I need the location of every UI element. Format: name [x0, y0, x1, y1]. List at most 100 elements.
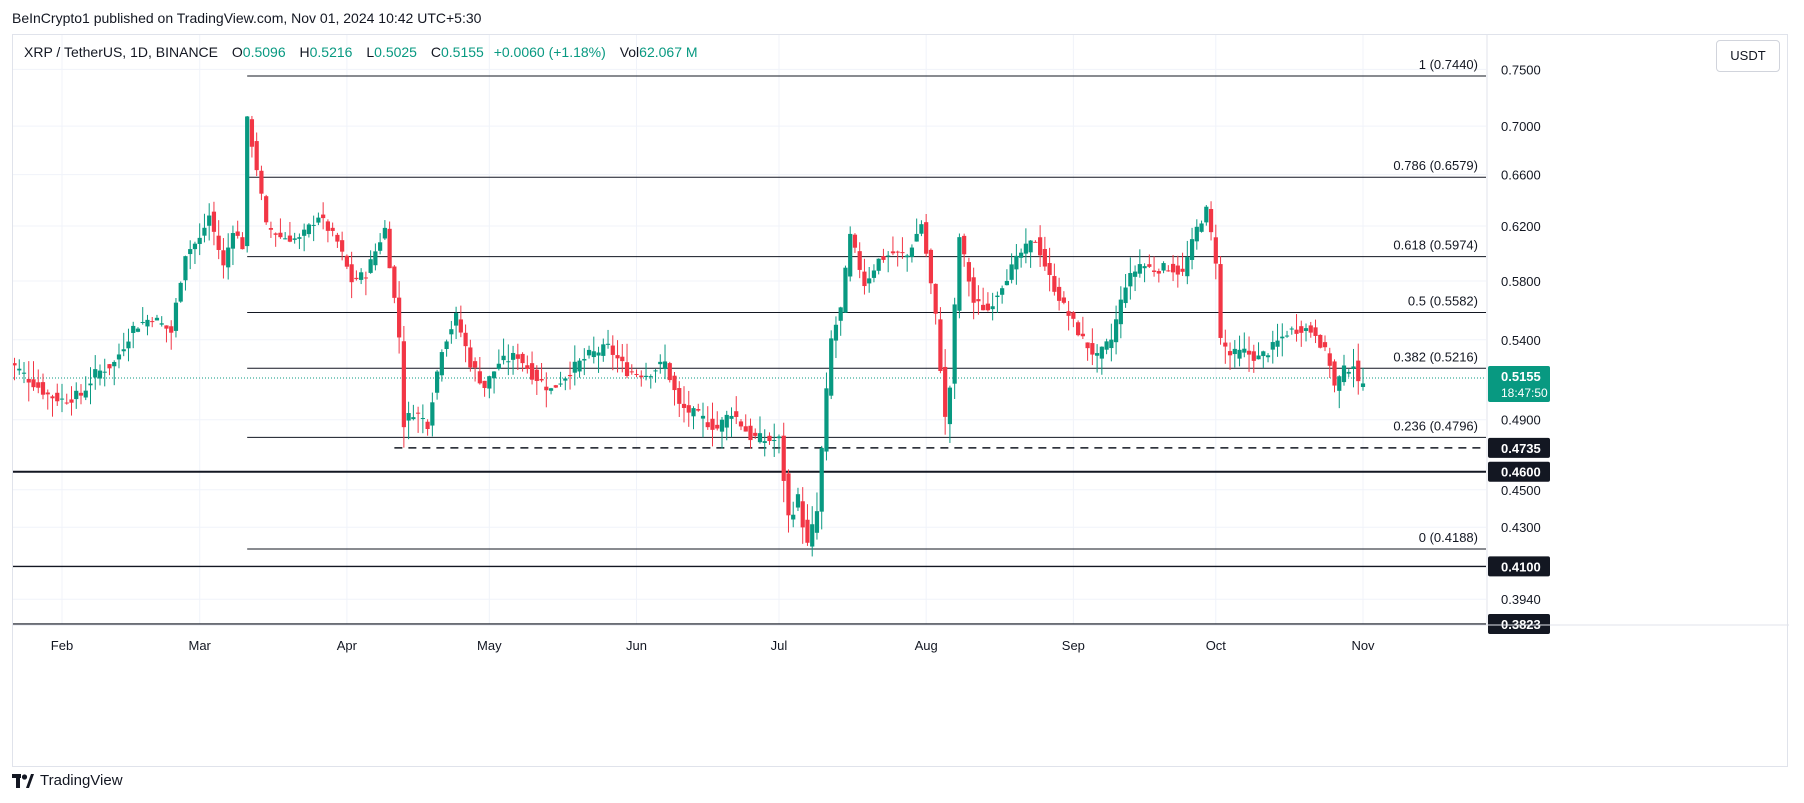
candle-body	[102, 371, 107, 373]
candle-body	[843, 267, 848, 313]
candle-body	[1038, 237, 1043, 256]
candle-body	[335, 234, 340, 242]
candle-body	[1242, 348, 1247, 353]
candle-body	[249, 119, 255, 147]
candle-body	[145, 319, 150, 327]
candle-body	[629, 371, 634, 373]
y-tick-label: 0.6600	[1501, 168, 1541, 183]
candle-body	[368, 259, 373, 273]
candle-body	[677, 388, 682, 404]
candle-body	[226, 247, 231, 268]
candle-body	[1099, 346, 1104, 359]
candle-body	[700, 415, 706, 419]
candle-body	[1071, 312, 1076, 319]
candle-body	[881, 256, 886, 260]
support-level-tag	[1488, 556, 1550, 577]
candle-body	[1109, 339, 1114, 349]
candle-body	[1000, 288, 1005, 295]
candle-body	[197, 237, 202, 244]
candle-body	[966, 262, 972, 282]
candle-body	[681, 403, 687, 408]
candle-body	[1118, 299, 1123, 325]
candle-body	[387, 228, 392, 269]
candle-body	[287, 235, 293, 242]
x-tick-label: Apr	[337, 638, 358, 653]
candle-body	[738, 421, 744, 427]
candle-body	[981, 304, 986, 311]
candle-body	[363, 277, 368, 279]
open-label: O	[231, 44, 243, 60]
candle-body	[340, 240, 345, 252]
candle-body	[539, 378, 544, 381]
candle-body	[183, 256, 188, 281]
candle-body	[169, 326, 174, 333]
candle-body	[1052, 276, 1057, 292]
candle-body	[1261, 351, 1266, 357]
candle-body	[487, 376, 492, 389]
candle-body	[50, 396, 55, 399]
candle-body	[188, 249, 193, 255]
candle-body	[411, 417, 416, 420]
current-price-tag	[1488, 365, 1550, 402]
candle-body	[112, 361, 117, 367]
candle-body	[686, 405, 691, 413]
high-label: H	[299, 44, 310, 60]
candle-body	[378, 242, 383, 251]
x-tick-label: Jun	[626, 638, 647, 653]
candle-body	[26, 378, 31, 383]
candle-body	[1047, 263, 1052, 275]
candle-body	[553, 385, 558, 388]
candle-body	[548, 388, 554, 391]
candle-body	[1033, 241, 1038, 243]
candle-body	[435, 371, 440, 393]
candle-body	[1308, 325, 1313, 333]
candle-body	[810, 524, 815, 547]
candle-body	[59, 398, 65, 400]
candle-body	[449, 329, 454, 335]
candle-body	[506, 361, 511, 363]
low-label: L	[366, 44, 375, 60]
candle-body	[662, 361, 668, 370]
candle-body	[1147, 264, 1152, 267]
candle-body	[667, 363, 672, 381]
candle-body	[1294, 329, 1299, 334]
candle-body	[890, 251, 896, 254]
candle-body	[1076, 322, 1081, 336]
candle-body	[781, 435, 786, 481]
x-tick-label: Aug	[915, 638, 938, 653]
low-value: 0.5025	[374, 44, 417, 60]
candle-body	[938, 319, 943, 371]
y-tick-label: 0.6200	[1501, 219, 1541, 234]
x-tick-label: May	[477, 638, 502, 653]
currency-button[interactable]: USDT	[1716, 40, 1780, 72]
chart-frame[interactable]: 0.7500 0.7000 0.6600 0.6200 0.5800 0.5400 0.49…	[12, 34, 1789, 768]
candle-body	[805, 519, 810, 543]
candle-body	[1142, 266, 1147, 269]
symbol-label[interactable]: XRP / TetherUS, 1D, BINANCE	[24, 44, 218, 60]
volume-label: Vol	[619, 44, 640, 60]
price-chart[interactable]: 0.7500 0.7000 0.6600 0.6200 0.5800 0.5400 0.49…	[13, 35, 1789, 768]
candle-body	[392, 266, 397, 298]
candle-body	[482, 380, 487, 388]
candle-body	[800, 501, 805, 528]
candle-body	[529, 363, 535, 380]
candle-body	[605, 343, 611, 345]
candle-body	[1284, 335, 1290, 337]
candle-body	[1275, 340, 1280, 347]
support-level-label: 0.4735	[1501, 441, 1541, 456]
candle-body	[1318, 334, 1323, 348]
y-tick-label: 0.7500	[1501, 62, 1541, 77]
candle-body	[64, 402, 69, 404]
candle-body	[1356, 360, 1361, 382]
candle-body	[724, 414, 729, 428]
candle-body	[734, 411, 739, 417]
candle-body	[302, 229, 307, 236]
tradingview-brand[interactable]: TradingView	[12, 772, 123, 789]
y-tick-label: 0.4900	[1501, 413, 1541, 428]
candle-body	[933, 283, 938, 314]
candle-body	[344, 255, 349, 267]
candle-body	[1175, 265, 1180, 275]
candle-body	[1137, 264, 1142, 274]
candle-body	[1299, 326, 1304, 333]
candle-body	[1246, 350, 1252, 355]
